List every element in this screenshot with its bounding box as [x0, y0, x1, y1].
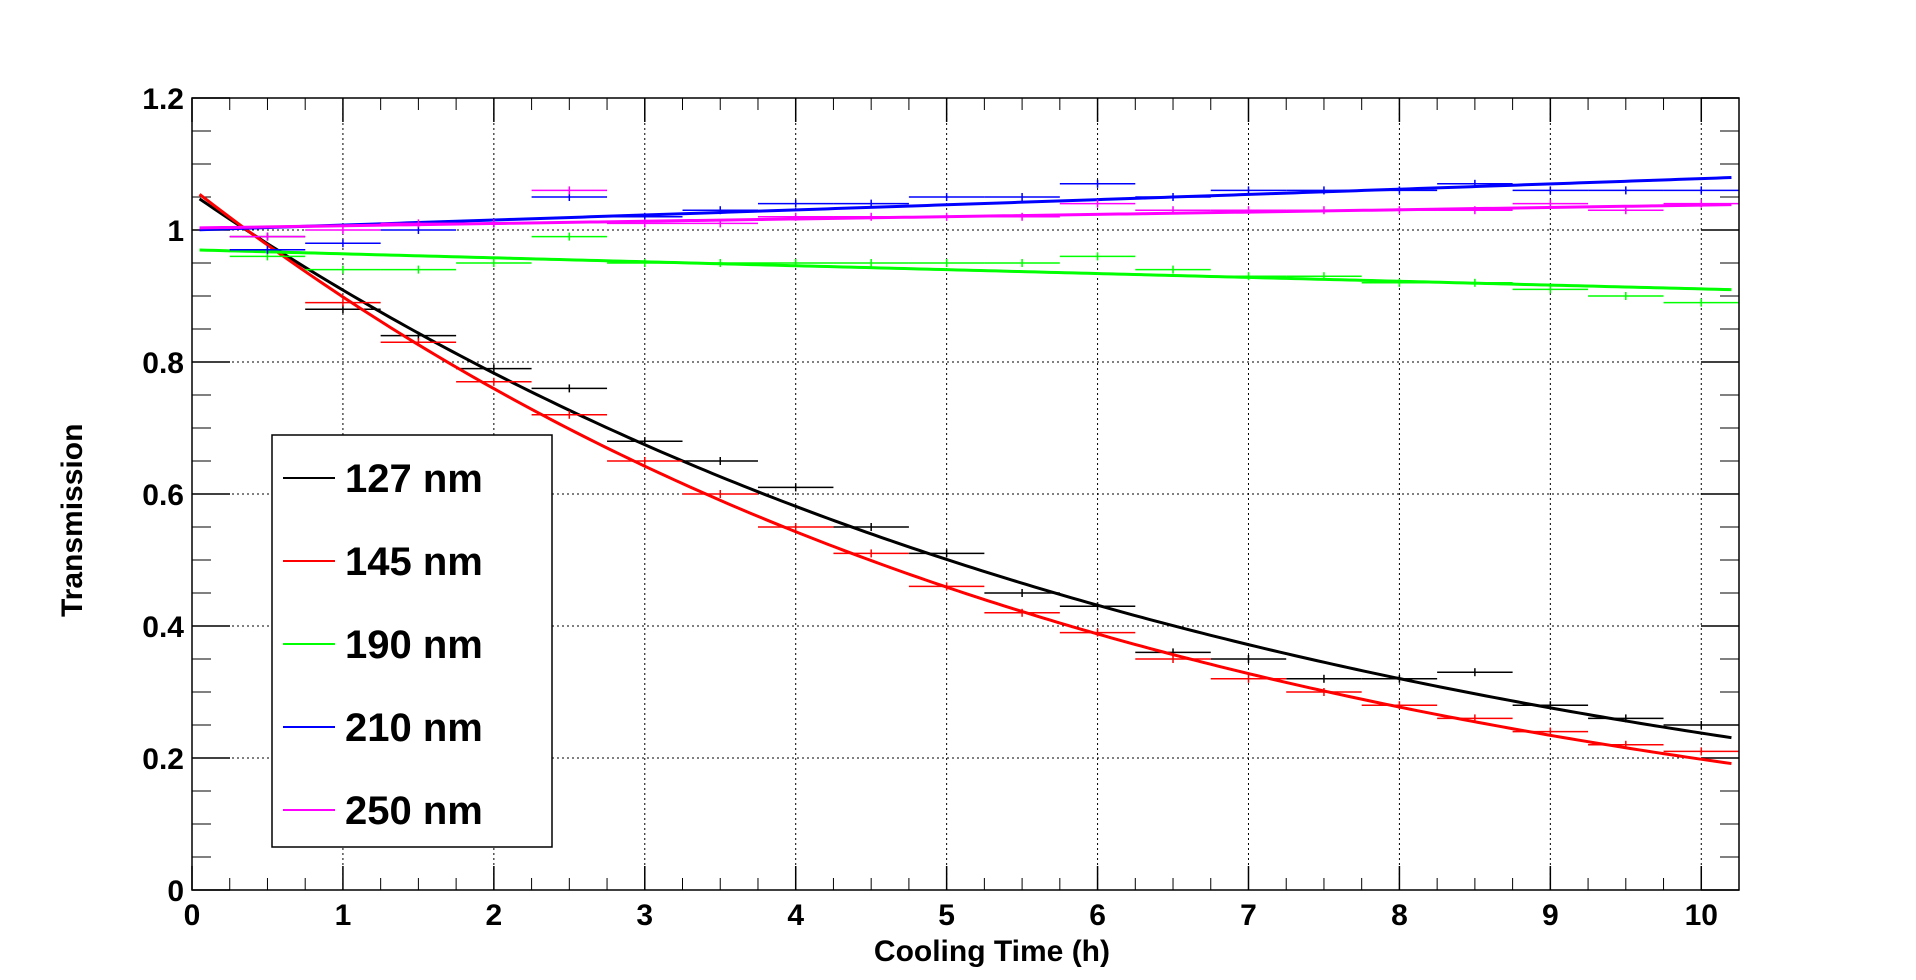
x-tick-label: 4 [787, 899, 804, 932]
series-190-nm [199, 232, 1739, 307]
x-tick-label: 8 [1391, 899, 1408, 932]
fit-curve [199, 176, 1732, 232]
legend: 127 nm 145 nm 190 nm 210 nm 250 nm [271, 434, 553, 848]
fit-curve [198, 193, 1732, 766]
x-tick-label: 6 [1089, 899, 1106, 932]
tick-labels: 0 1 2 3 4 5 6 7 8 9 10 0 0.2 0.4 0.6 0.8 1 1.2 [142, 83, 1718, 932]
series-127-nm [198, 197, 1739, 740]
x-tick-label: 0 [184, 899, 201, 932]
x-tick-label: 1 [335, 899, 352, 932]
x-tick-label: 7 [1240, 899, 1257, 932]
legend-label: 250 nm [345, 789, 483, 833]
y-tick-label: 0.8 [142, 347, 184, 380]
x-tick-label: 2 [486, 899, 503, 932]
series-250-nm [199, 186, 1739, 241]
y-tick-label: 0.6 [142, 479, 184, 512]
legend-label: 190 nm [345, 623, 483, 667]
series-210-nm [199, 176, 1739, 254]
x-tick-label: 9 [1542, 899, 1559, 932]
x-tick-label: 10 [1685, 899, 1718, 932]
data-series [198, 176, 1739, 766]
legend-label: 145 nm [345, 540, 483, 584]
y-tick-label: 0 [167, 875, 184, 908]
x-tick-label: 3 [636, 899, 653, 932]
legend-box [271, 434, 553, 848]
plot-frame [191, 97, 1740, 891]
x-tick-label: 5 [938, 899, 955, 932]
y-axis-title: Transmission [56, 424, 89, 617]
legend-label: 210 nm [345, 706, 483, 750]
fit-curve [198, 197, 1732, 740]
y-tick-label: 1.2 [142, 83, 184, 116]
legend-label: 127 nm [345, 457, 483, 501]
y-tick-label: 1 [167, 215, 184, 248]
x-axis-title: Cooling Time (h) [874, 935, 1110, 968]
y-tick-label: 0.2 [142, 743, 184, 776]
y-tick-label: 0.4 [142, 611, 184, 644]
